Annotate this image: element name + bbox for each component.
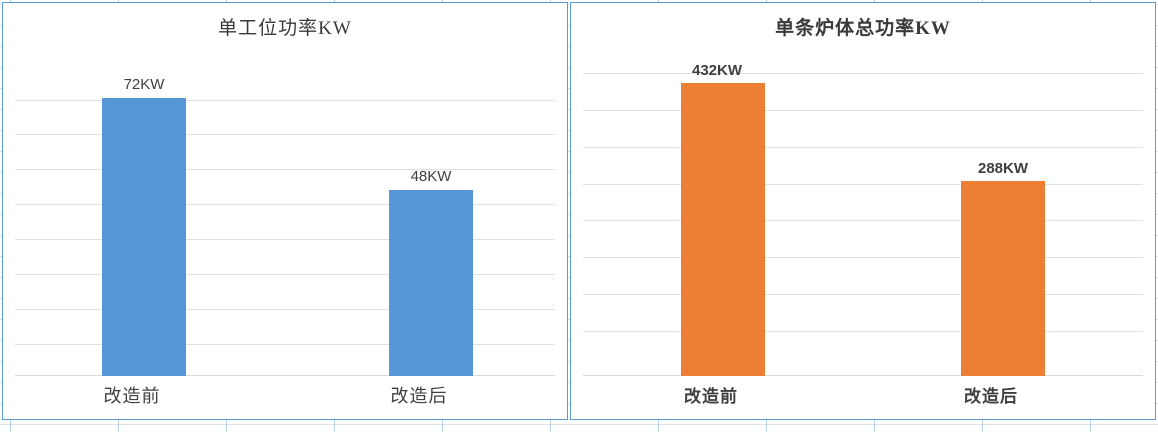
category-axis-line xyxy=(583,375,1143,376)
category-label-0: 改造前 xyxy=(684,387,738,406)
category-label-1: 改造后 xyxy=(390,386,448,406)
gridline xyxy=(15,169,555,170)
bar-series-point-1[interactable] xyxy=(961,181,1045,376)
chart-title-left: 单工位功率KW xyxy=(218,18,352,39)
chart-object-single-station-power[interactable]: 单工位功率KW 72KW 48KW 改造前 改造后 xyxy=(2,2,568,420)
category-axis-line xyxy=(15,375,555,376)
plot-area-right: 432KW 288KW xyxy=(583,45,1143,376)
bar-series-point-0[interactable] xyxy=(681,83,765,376)
gridline xyxy=(15,100,555,101)
data-label-1: 288KW xyxy=(977,160,1029,177)
gridline xyxy=(15,274,555,275)
gridline xyxy=(15,204,555,205)
gridline xyxy=(583,294,1143,295)
gridline xyxy=(15,239,555,240)
data-label-0: 432KW xyxy=(691,62,743,79)
gridline xyxy=(583,110,1143,111)
gridline xyxy=(15,344,555,345)
chart-object-furnace-total-power[interactable]: 单条炉体总功率KW 432KW 288KW 改造前 改造后 xyxy=(570,2,1156,420)
category-label-0: 改造前 xyxy=(103,386,161,406)
gridline xyxy=(583,147,1143,148)
category-label-1: 改造后 xyxy=(964,387,1018,406)
data-label-1: 48KW xyxy=(410,168,452,185)
gridline xyxy=(15,134,555,135)
gridline xyxy=(583,257,1143,258)
bar-series-point-0[interactable] xyxy=(102,98,186,376)
data-label-0: 72KW xyxy=(123,76,165,93)
gridline xyxy=(583,73,1143,74)
gridline xyxy=(15,309,555,310)
plot-area-left: 72KW 48KW xyxy=(15,58,555,376)
gridline xyxy=(583,331,1143,332)
gridline xyxy=(583,184,1143,185)
bar-series-point-1[interactable] xyxy=(389,190,473,376)
chart-title-right: 单条炉体总功率KW xyxy=(775,18,951,39)
gridline xyxy=(583,220,1143,221)
